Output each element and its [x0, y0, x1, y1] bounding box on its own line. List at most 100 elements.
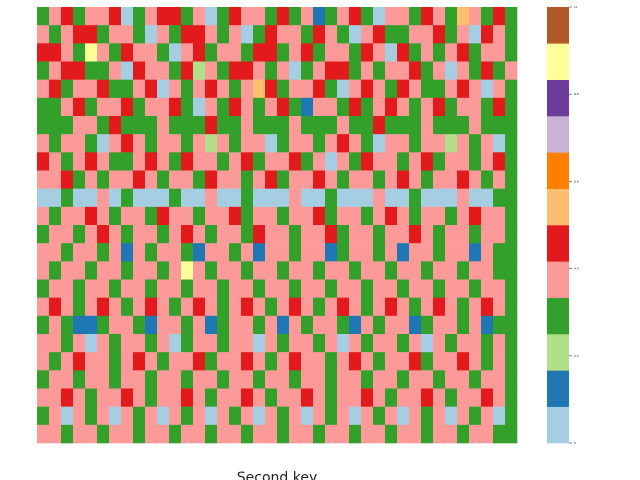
- heatmap-cell: [181, 243, 194, 262]
- heatmap-cell: [505, 388, 518, 407]
- heatmap-cell: [61, 152, 74, 171]
- heatmap-cell: [97, 97, 110, 117]
- heatmap-cell: [409, 315, 422, 335]
- heatmap-cell: [397, 79, 410, 99]
- heatmap-cell: [505, 61, 518, 80]
- heatmap-cell: [349, 424, 362, 444]
- heatmap-cell: [61, 188, 74, 208]
- heatmap-cell: [253, 206, 266, 226]
- colorbar-tick-label: 11: [574, 5, 578, 9]
- heatmap-cell: [277, 370, 290, 389]
- heatmap-cell: [49, 43, 62, 62]
- heatmap-cell: [61, 388, 74, 407]
- heatmap-cell: [481, 170, 494, 189]
- heatmap-cell: [229, 152, 242, 171]
- heatmap-cell: [145, 116, 158, 135]
- heatmap-cell: [493, 61, 506, 80]
- heatmap-cell: [493, 243, 506, 262]
- heatmap-cell: [457, 170, 470, 189]
- heatmap-cell: [421, 370, 434, 389]
- heatmap-cell: [145, 25, 158, 44]
- heatmap-cell: [121, 43, 134, 62]
- heatmap-cell: [229, 225, 242, 244]
- heatmap-cell: [385, 297, 398, 317]
- heatmap-cell: [253, 7, 266, 26]
- heatmap-cell: [241, 261, 254, 280]
- heatmap-cell: [133, 61, 146, 80]
- heatmap-cell: [469, 352, 482, 371]
- heatmap-cell: [241, 370, 254, 389]
- heatmap-cell: [337, 25, 350, 44]
- heatmap-cell: [157, 334, 170, 353]
- heatmap-cell: [169, 424, 182, 444]
- heatmap-cell: [133, 279, 146, 298]
- heatmap-cell: [409, 43, 422, 62]
- heatmap-cell: [85, 279, 98, 298]
- heatmap-cell: [133, 406, 146, 426]
- heatmap-cell: [157, 206, 170, 226]
- heatmap-cell: [445, 79, 458, 99]
- heatmap-cell: [133, 116, 146, 135]
- heatmap-cell: [373, 297, 386, 317]
- heatmap-cell: [337, 388, 350, 407]
- heatmap-cell: [289, 134, 302, 153]
- heatmap-cell: [37, 370, 50, 389]
- heatmap-cell: [457, 388, 470, 407]
- heatmap-cell: [337, 97, 350, 117]
- heatmap-cell: [421, 315, 434, 335]
- heatmap-cell: [325, 79, 338, 99]
- heatmap-cell: [277, 25, 290, 44]
- heatmap-cell: [193, 7, 206, 26]
- heatmap-cell: [349, 243, 362, 262]
- heatmap-cell: [73, 225, 86, 244]
- heatmap-cell: [421, 225, 434, 244]
- heatmap-cell: [181, 25, 194, 44]
- heatmap-cell: [49, 134, 62, 153]
- heatmap-cell: [325, 279, 338, 298]
- heatmap-cell: [289, 334, 302, 353]
- heatmap-cell: [109, 7, 122, 26]
- heatmap-cell: [313, 370, 326, 389]
- heatmap-cell: [109, 243, 122, 262]
- heatmap-cell: [397, 424, 410, 444]
- heatmap-cell: [325, 406, 338, 426]
- heatmap-cell: [73, 134, 86, 153]
- heatmap-cell: [133, 97, 146, 117]
- heatmap-cell: [97, 25, 110, 44]
- heatmap-cell: [121, 79, 134, 99]
- heatmap-cell: [409, 279, 422, 298]
- heatmap-cell: [109, 424, 122, 444]
- heatmap-cell: [505, 152, 518, 171]
- heatmap-cell: [481, 152, 494, 171]
- heatmap-cell: [361, 152, 374, 171]
- heatmap-cell: [409, 225, 422, 244]
- heatmap-cell: [289, 243, 302, 262]
- heatmap-cell: [421, 261, 434, 280]
- heatmap-cell: [193, 243, 206, 262]
- heatmap-cell: [61, 170, 74, 189]
- heatmap-cell: [385, 279, 398, 298]
- heatmap-cell: [97, 116, 110, 135]
- heatmap-cell: [265, 352, 278, 371]
- heatmap-cell: [205, 43, 218, 62]
- heatmap-cell: [205, 334, 218, 353]
- heatmap-cell: [421, 334, 434, 353]
- heatmap-cell: [181, 352, 194, 371]
- heatmap-cell: [505, 370, 518, 389]
- heatmap-cell: [349, 188, 362, 208]
- heatmap-cell: [445, 279, 458, 298]
- heatmap-cell: [277, 206, 290, 226]
- heatmap-cell: [409, 188, 422, 208]
- heatmap-cell: [373, 7, 386, 26]
- heatmap-cell: [445, 170, 458, 189]
- heatmap-cell: [301, 315, 314, 335]
- heatmap-cell: [457, 352, 470, 371]
- heatmap-cell: [85, 206, 98, 226]
- heatmap-cell: [469, 406, 482, 426]
- heatmap-cell: [373, 279, 386, 298]
- heatmap-cell: [109, 206, 122, 226]
- heatmap-cell: [277, 116, 290, 135]
- heatmap-cell: [289, 424, 302, 444]
- heatmap-cell: [133, 352, 146, 371]
- heatmap-cell: [373, 424, 386, 444]
